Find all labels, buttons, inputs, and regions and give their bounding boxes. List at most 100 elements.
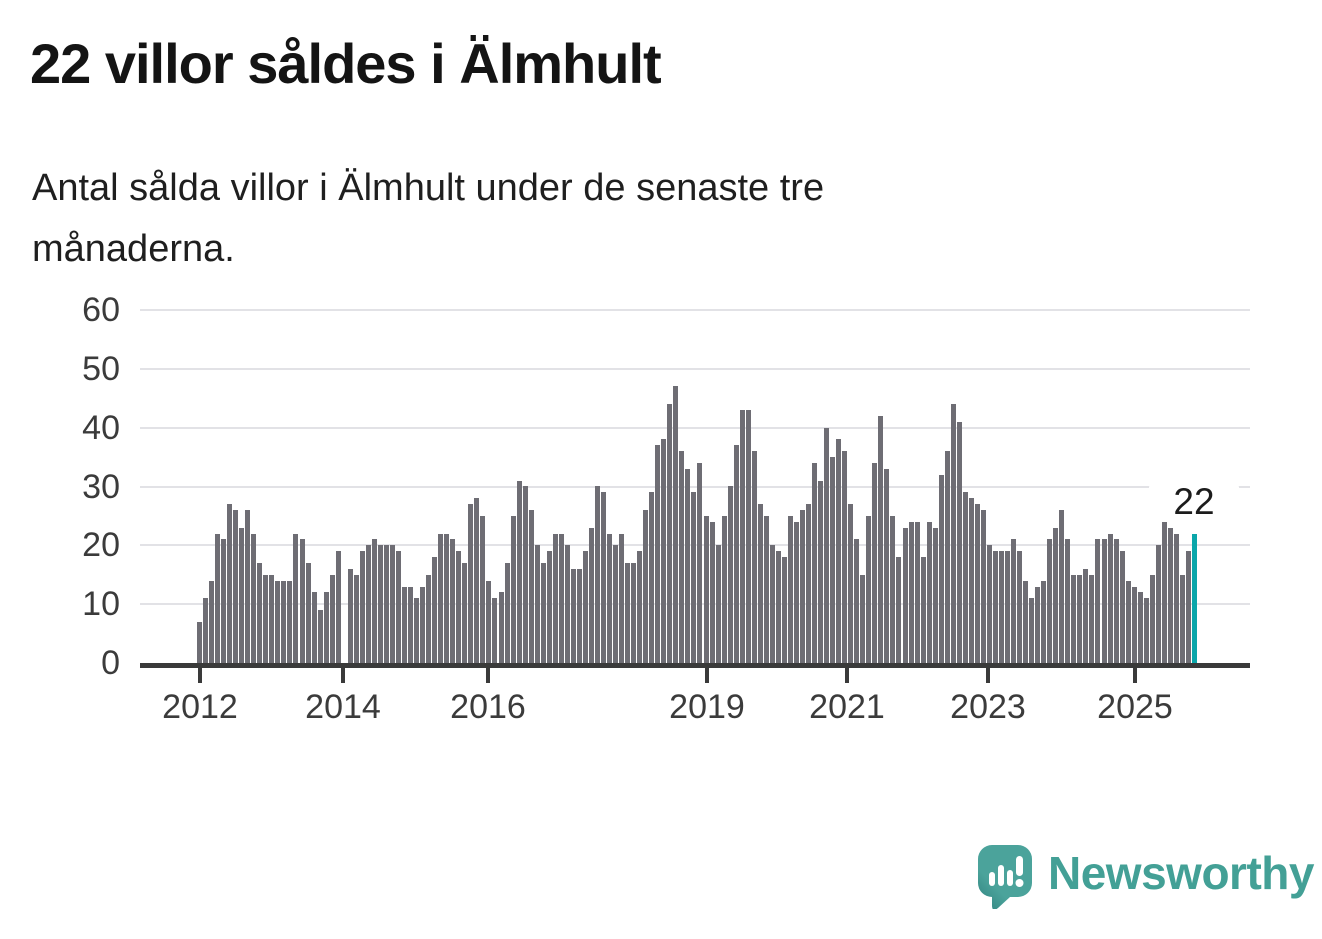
- highlighted-bar: [1192, 534, 1197, 663]
- bar: [197, 622, 202, 663]
- bar: [239, 528, 244, 663]
- axis-tick: [705, 668, 709, 683]
- bar: [468, 504, 473, 663]
- bar: [613, 545, 618, 663]
- bar: [408, 587, 413, 663]
- gridline: [140, 426, 1250, 429]
- y-axis-label: 40: [82, 408, 120, 447]
- bar: [806, 504, 811, 663]
- value-annotation: 22: [1149, 481, 1239, 523]
- bar: [1150, 575, 1155, 663]
- bar: [866, 516, 871, 663]
- bar: [318, 610, 323, 663]
- bar: [776, 551, 781, 663]
- bar: [1083, 569, 1088, 663]
- bar: [631, 563, 636, 663]
- bar: [366, 545, 371, 663]
- bar: [1005, 551, 1010, 663]
- bar: [909, 522, 914, 663]
- bar: [529, 510, 534, 663]
- bar: [794, 522, 799, 663]
- bar: [818, 481, 823, 663]
- bar: [360, 551, 365, 663]
- bar: [667, 404, 672, 663]
- x-axis-label: 2016: [450, 688, 526, 726]
- bar: [872, 463, 877, 663]
- bar: [523, 486, 528, 663]
- chart-title: 22 villor såldes i Älmhult: [30, 32, 662, 95]
- bar: [257, 563, 262, 663]
- chart-subtitle: Antal sålda villor i Älmhult under de se…: [32, 158, 1112, 280]
- bar: [378, 545, 383, 663]
- bar: [1053, 528, 1058, 663]
- bar: [203, 598, 208, 663]
- bar: [287, 581, 292, 663]
- bar: [269, 575, 274, 663]
- bar: [281, 581, 286, 663]
- bar: [577, 569, 582, 663]
- y-axis-label: 0: [101, 644, 120, 682]
- bar: [1035, 587, 1040, 663]
- bar: [1041, 581, 1046, 663]
- bar: [390, 545, 395, 663]
- bar: [999, 551, 1004, 663]
- newsworthy-logo-text: Newsworthy: [1048, 847, 1314, 899]
- bar: [354, 575, 359, 663]
- bar: [1180, 575, 1185, 663]
- x-axis-label: 2025: [1097, 688, 1173, 726]
- bar: [728, 486, 733, 663]
- bar: [414, 598, 419, 663]
- axis-baseline: [140, 663, 1250, 668]
- bar: [348, 569, 353, 663]
- x-axis-label: 2014: [305, 688, 381, 726]
- bar: [505, 563, 510, 663]
- axis-tick: [986, 668, 990, 683]
- bar: [722, 516, 727, 663]
- bar: [963, 492, 968, 663]
- bar: [764, 516, 769, 663]
- bar: [710, 522, 715, 663]
- bar: [637, 551, 642, 663]
- bar: [1144, 598, 1149, 663]
- bar: [685, 469, 690, 663]
- bar: [691, 492, 696, 663]
- axis-tick: [198, 668, 202, 683]
- bar: [788, 516, 793, 663]
- bar: [589, 528, 594, 663]
- bar: [679, 451, 684, 663]
- bar: [209, 581, 214, 663]
- gridline: [140, 367, 1250, 370]
- bar: [981, 510, 986, 663]
- y-axis-label: 50: [82, 349, 120, 388]
- bar: [915, 522, 920, 663]
- bar: [474, 498, 479, 663]
- bar: [993, 551, 998, 663]
- bar: [1186, 551, 1191, 663]
- bar: [1023, 581, 1028, 663]
- bar: [1059, 510, 1064, 663]
- bar: [619, 534, 624, 663]
- bar: [215, 534, 220, 663]
- bar: [625, 563, 630, 663]
- bar: [800, 510, 805, 663]
- axis-tick: [486, 668, 490, 683]
- bar: [884, 469, 889, 663]
- x-axis-label: 2021: [809, 688, 885, 726]
- axis-tick: [845, 668, 849, 683]
- bar: [1120, 551, 1125, 663]
- bar: [987, 545, 992, 663]
- bar: [716, 545, 721, 663]
- bar: [1011, 539, 1016, 663]
- bar: [824, 428, 829, 663]
- bar: [426, 575, 431, 663]
- chart-subtitle-line-1: Antal sålda villor i Älmhult under de se…: [32, 167, 825, 209]
- bar: [860, 575, 865, 663]
- bar: [456, 551, 461, 663]
- bar: [1017, 551, 1022, 663]
- bar: [517, 481, 522, 663]
- bar: [812, 463, 817, 663]
- bar: [752, 451, 757, 663]
- x-axis-label: 2019: [669, 688, 745, 726]
- bar: [486, 581, 491, 663]
